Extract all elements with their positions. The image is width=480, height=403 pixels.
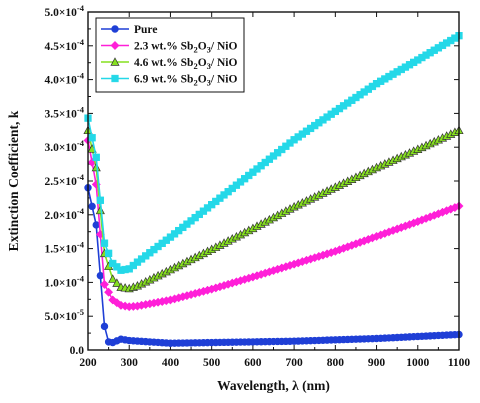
x-axis-title: Wavelength, λ (nm) xyxy=(217,378,330,393)
series-point xyxy=(112,298,122,308)
plot-frame xyxy=(87,11,460,351)
series-point xyxy=(100,239,109,247)
series-point xyxy=(104,249,113,257)
y-tick-labels: 0.0 5.0×10-5 1.0×10-4 1.5×10-4 2.0×10-4 2.5×1… xyxy=(44,3,84,357)
legend-label: 4.6 wt.% Sb2O3/ NiO xyxy=(134,57,237,71)
series-square xyxy=(84,32,463,274)
y-tick-label: 3.0×10-4 xyxy=(44,138,84,154)
y-tick-label: 5.0×10-4 xyxy=(44,3,84,19)
series-point xyxy=(91,162,101,172)
x-tick-label: 500 xyxy=(203,357,221,369)
x-tick-label: 600 xyxy=(244,357,262,369)
y-tick-label: 1.5×10-4 xyxy=(44,240,84,256)
y-axis-title: Extinction Coefficient, k xyxy=(6,110,21,251)
series-point xyxy=(96,271,105,280)
legend-marker xyxy=(111,25,119,33)
series-layer xyxy=(83,32,464,347)
legend: Pure 2.3 wt.% Sb2O3/ NiO 4.6 wt.% Sb2O3/ N… xyxy=(95,17,245,93)
y-tick-label: 2.5×10-4 xyxy=(44,172,84,188)
legend-box xyxy=(95,17,245,93)
series-point xyxy=(96,196,105,204)
series-circle xyxy=(84,184,463,347)
x-tick-label: 900 xyxy=(368,357,386,369)
series-line xyxy=(87,187,460,345)
series-point xyxy=(95,205,105,215)
y-tick-label: 4.5×10-4 xyxy=(44,37,84,53)
series-point xyxy=(88,134,96,142)
x-tick-label: 700 xyxy=(285,357,303,369)
series-point xyxy=(100,322,109,331)
legend-marker xyxy=(110,57,120,66)
series-triangle xyxy=(83,125,464,293)
series-point xyxy=(112,278,122,287)
x-tick-label: 1100 xyxy=(448,357,471,369)
series-point xyxy=(88,202,96,211)
legend-marker xyxy=(111,74,119,83)
y-tick-label: 0.0 xyxy=(70,345,85,357)
x-tick-label: 200 xyxy=(79,357,97,369)
y-tick-label: 4.0×10-4 xyxy=(44,71,84,87)
legend-label: Pure xyxy=(134,24,157,36)
x-tick-label: 800 xyxy=(327,357,345,369)
y-tick-label: 5.0×10-5 xyxy=(44,307,84,323)
y-tick-label: 2.0×10-4 xyxy=(44,206,84,222)
legend-marker xyxy=(110,40,120,51)
series-point xyxy=(99,279,110,289)
legend-label: 6.9 wt.% Sb2O3/ NiO xyxy=(134,74,237,88)
series-point xyxy=(104,287,114,297)
x-tick-labels: 200 300 400 500 600 700 800 900 1000 1100 xyxy=(79,357,470,369)
x-tick-label: 300 xyxy=(121,357,139,369)
series-diamond xyxy=(83,135,464,312)
y-tick-label: 1.0×10-4 xyxy=(44,273,84,289)
y-tick-label: 3.5×10-4 xyxy=(44,104,84,120)
legend-label: 2.3 wt.% Sb2O3/ NiO xyxy=(134,41,237,55)
x-tick-label: 400 xyxy=(162,357,180,369)
series-point xyxy=(92,153,100,161)
series-point xyxy=(108,274,118,283)
x-tick-label: 1000 xyxy=(406,357,429,369)
